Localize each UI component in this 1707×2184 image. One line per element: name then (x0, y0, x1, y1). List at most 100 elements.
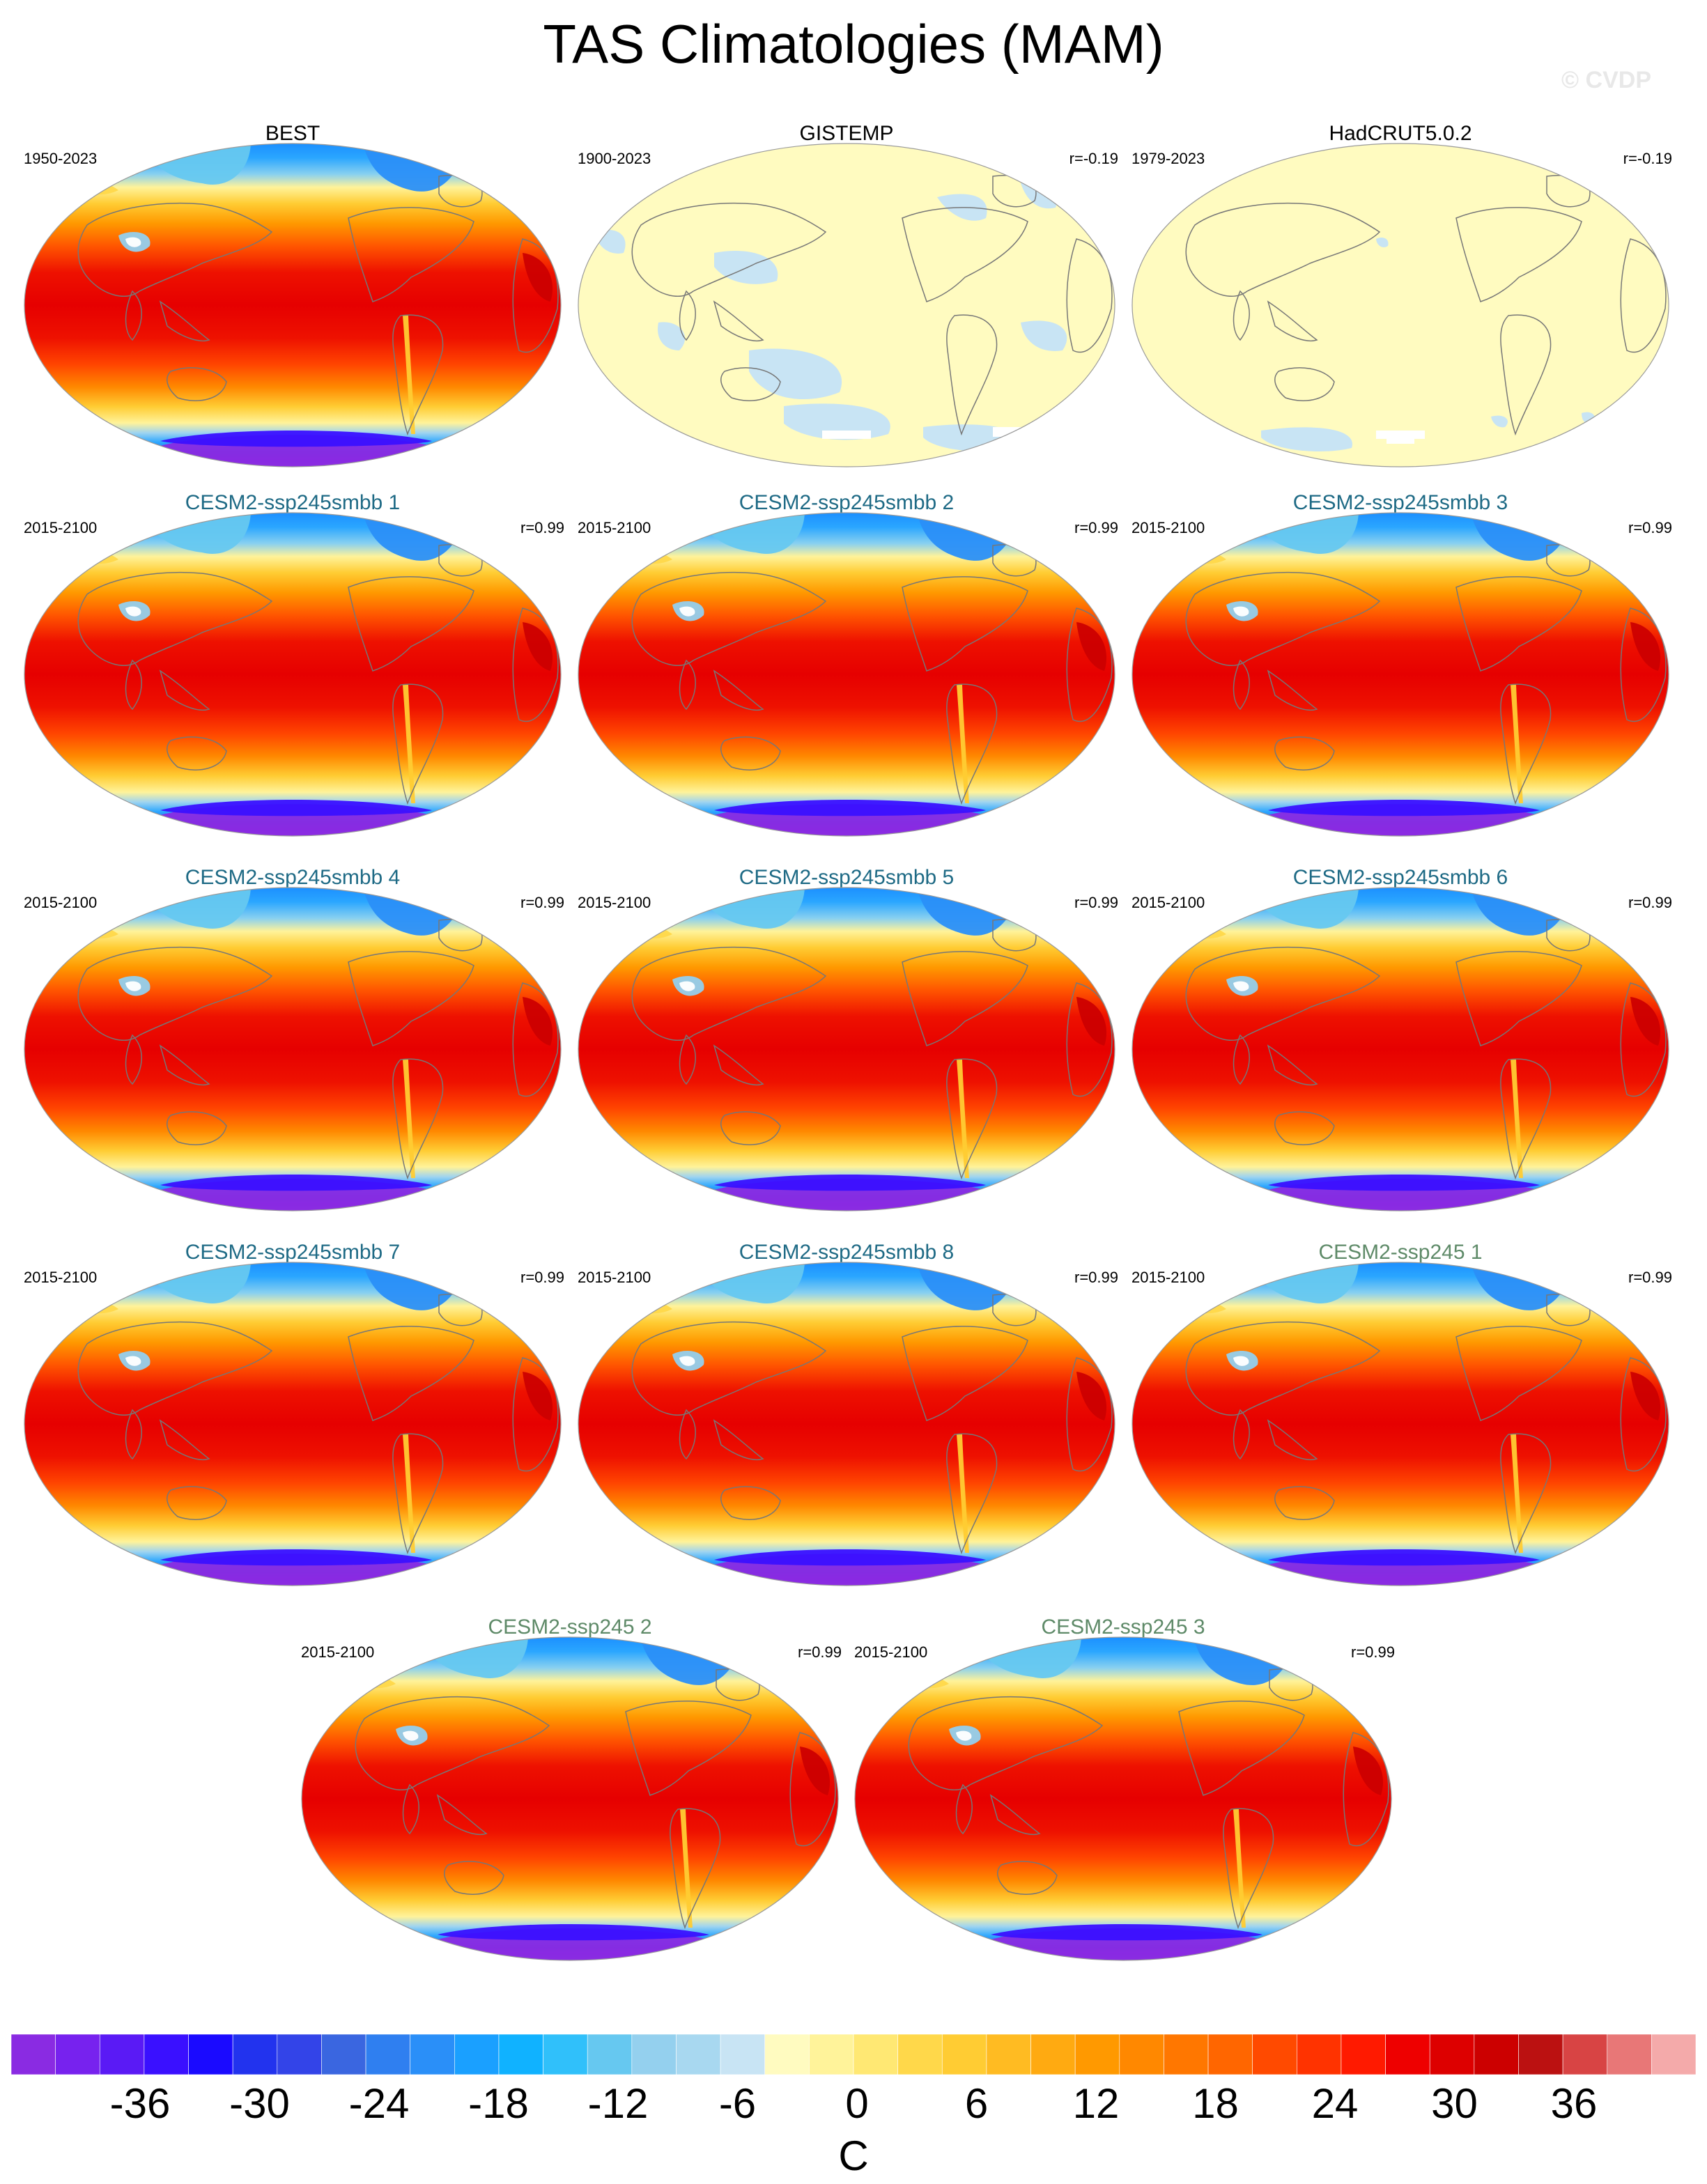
map-panel: CESM2-ssp245smbb 4 2015-2100 r=0.99 (21, 866, 564, 1228)
map-panel: CESM2-ssp245smbb 1 2015-2100 r=0.99 (21, 491, 564, 853)
colorbar-swatch (1429, 2034, 1475, 2075)
panel-period: 2015-2100 (1131, 894, 1205, 911)
colorbar-swatch (232, 2034, 278, 2075)
colorbar-swatch (941, 2034, 987, 2075)
panel-title: CESM2-ssp245 3 (1041, 1616, 1205, 1639)
world-map (854, 1636, 1392, 1961)
map-panel: HadCRUT5.0.2 1979-2023 r=-0.19 (1129, 122, 1672, 484)
panel-period: 2015-2100 (1131, 519, 1205, 536)
panel-correlation: r=-0.19 (1623, 150, 1672, 167)
panel-period: 2015-2100 (854, 1643, 928, 1661)
figure-title: TAS Climatologies (MAM) (543, 13, 1164, 75)
panel-title: CESM2-ssp245smbb 2 (739, 491, 955, 514)
panel-period: 2015-2100 (1131, 1269, 1205, 1286)
colorbar-tick-label: 30 (1431, 2080, 1478, 2127)
colorbar-tick-label: 18 (1192, 2080, 1239, 2127)
colorbar-tick-label: -18 (468, 2080, 529, 2127)
colorbar-swatch (498, 2034, 543, 2075)
colorbar-swatch (1385, 2034, 1430, 2075)
panel-title: CESM2-ssp245smbb 1 (185, 491, 401, 514)
panel-correlation: r=0.99 (1074, 894, 1118, 911)
map-panel: CESM2-ssp245smbb 6 2015-2100 r=0.99 (1129, 866, 1672, 1228)
colorbar-swatch (1607, 2034, 1652, 2075)
panel-period: 1950-2023 (24, 150, 98, 167)
panel-period: 2015-2100 (24, 1269, 98, 1286)
colorbar-tick-label: 24 (1311, 2080, 1359, 2127)
colorbar-swatch (365, 2034, 410, 2075)
panel-period: 2015-2100 (578, 1269, 651, 1286)
map-panel: CESM2-ssp245 3 2015-2100 r=0.99 (851, 1616, 1395, 1978)
colorbar-swatch (1207, 2034, 1253, 2075)
colorbar (11, 2034, 1696, 2075)
colorbar-tick-label: -12 (587, 2080, 649, 2127)
colorbar-swatch (1562, 2034, 1608, 2075)
colorbar-swatch (1119, 2034, 1164, 2075)
panel-title: CESM2-ssp245smbb 4 (185, 866, 401, 889)
world-map (1131, 887, 1669, 1211)
panel-period: 2015-2100 (578, 894, 651, 911)
panel-title: CESM2-ssp245smbb 6 (1292, 866, 1508, 889)
panel-title: CESM2-ssp245 1 (1318, 1241, 1483, 1264)
colorbar-swatch (11, 2034, 56, 2075)
panel-correlation: r=0.99 (1074, 519, 1118, 536)
panel-title: CESM2-ssp245smbb 7 (185, 1241, 401, 1264)
panel-title: CESM2-ssp245smbb 8 (739, 1241, 955, 1264)
map-panel: GISTEMP 1900-2023 r=-0.19 (575, 122, 1118, 484)
panel-correlation: r=0.99 (1628, 1269, 1672, 1286)
panel-title: BEST (265, 122, 320, 145)
colorbar-swatch (587, 2034, 633, 2075)
colorbar-swatch (1164, 2034, 1209, 2075)
panel-title: GISTEMP (799, 122, 894, 145)
panel-correlation: r=-0.19 (1069, 150, 1118, 167)
panel-correlation: r=0.99 (1628, 519, 1672, 536)
panel-title: HadCRUT5.0.2 (1329, 122, 1472, 145)
map-panel: CESM2-ssp245smbb 7 2015-2100 r=0.99 (21, 1241, 564, 1603)
map-panel: CESM2-ssp245smbb 8 2015-2100 r=0.99 (575, 1241, 1118, 1603)
panel-title: CESM2-ssp245smbb 5 (739, 866, 955, 889)
panel-correlation: r=0.99 (520, 894, 564, 911)
panel-title: CESM2-ssp245smbb 3 (1292, 491, 1508, 514)
panel-period: 2015-2100 (578, 519, 651, 536)
panel-correlation: r=0.99 (1628, 894, 1672, 911)
panel-title: CESM2-ssp245 2 (488, 1616, 652, 1639)
colorbar-tick-label: 0 (845, 2080, 869, 2127)
panel-period: 1979-2023 (1131, 150, 1205, 167)
map-panel: CESM2-ssp245 2 2015-2100 r=0.99 (298, 1616, 842, 1978)
watermark: © CVDP (1561, 67, 1651, 93)
colorbar-tick-label: 36 (1550, 2080, 1598, 2127)
colorbar-swatch (1030, 2034, 1076, 2075)
world-map (578, 512, 1115, 837)
colorbar-swatch (410, 2034, 455, 2075)
colorbar-tick-label: -36 (109, 2080, 171, 2127)
colorbar-tick-label: -24 (348, 2080, 410, 2127)
colorbar-swatch (764, 2034, 810, 2075)
world-map (24, 1262, 562, 1586)
map-panel: BEST 1950-2023 (21, 122, 564, 484)
colorbar-swatch (720, 2034, 766, 2075)
colorbar-swatch (321, 2034, 366, 2075)
map-panel: CESM2-ssp245smbb 2 2015-2100 r=0.99 (575, 491, 1118, 853)
colorbar-swatch (1252, 2034, 1297, 2075)
colorbar-tick-label: -30 (229, 2080, 290, 2127)
colorbar-swatch (543, 2034, 588, 2075)
world-map (1131, 512, 1669, 837)
map-panel: CESM2-ssp245smbb 3 2015-2100 r=0.99 (1129, 491, 1672, 853)
panel-correlation: r=0.99 (520, 1269, 564, 1286)
panel-period: 2015-2100 (301, 1643, 375, 1661)
panel-period: 2015-2100 (24, 894, 98, 911)
world-map (24, 512, 562, 837)
colorbar-swatch (454, 2034, 500, 2075)
world-map (578, 1262, 1115, 1586)
colorbar-swatch (144, 2034, 189, 2075)
colorbar-unit: C (838, 2132, 869, 2179)
colorbar-swatch (1297, 2034, 1342, 2075)
panel-correlation: r=0.99 (1074, 1269, 1118, 1286)
colorbar-swatch (99, 2034, 145, 2075)
colorbar-swatch (853, 2034, 898, 2075)
colorbar-swatch (1651, 2034, 1696, 2075)
world-map (301, 1636, 839, 1961)
colorbar-tick-label: 6 (964, 2080, 989, 2127)
colorbar-swatch (986, 2034, 1031, 2075)
colorbar-swatch (676, 2034, 721, 2075)
colorbar-swatch (897, 2034, 943, 2075)
